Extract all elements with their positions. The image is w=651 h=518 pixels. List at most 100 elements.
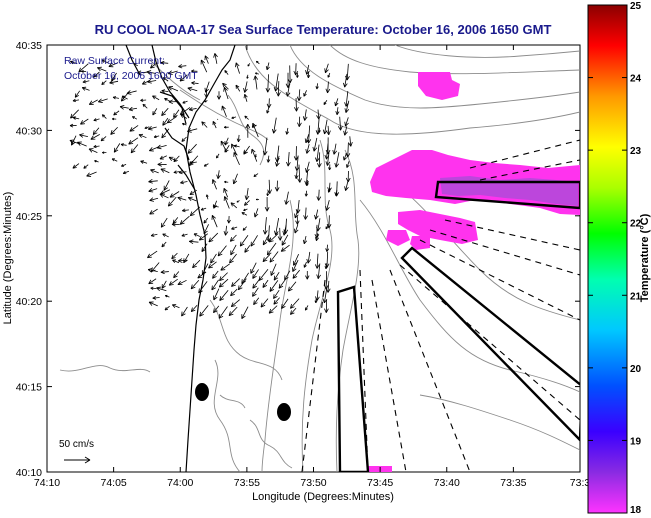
current-vector-head [230, 302, 234, 307]
current-vector-head [316, 196, 319, 201]
current-vector [222, 83, 229, 90]
current-vector [173, 109, 180, 118]
x-tick-label: 74:05 [100, 477, 126, 489]
current-vector [336, 107, 339, 115]
current-vector-head [70, 61, 74, 65]
current-vector-head [316, 237, 320, 241]
current-vector-head [253, 302, 258, 305]
current-vector-head [75, 95, 79, 98]
current-vector-head [148, 301, 153, 306]
current-vector [98, 98, 108, 103]
current-vector-head [168, 99, 173, 103]
current-vector-head [231, 143, 236, 147]
current-vector-head [305, 215, 308, 220]
current-vector-head [244, 203, 248, 206]
current-vector-head [323, 102, 327, 105]
current-vector-head [336, 111, 340, 115]
current-vector-head [294, 229, 299, 234]
current-vector [323, 288, 328, 303]
current-vector-head [244, 195, 247, 200]
current-vector-head [267, 88, 271, 93]
current-vector [89, 99, 98, 105]
current-vector-head [306, 258, 309, 264]
current-vector-head [292, 276, 298, 279]
current-vector-head [221, 105, 226, 110]
current-vector [110, 126, 118, 135]
current-vector [288, 281, 297, 292]
current-vector-head [69, 123, 74, 127]
current-vector-head [306, 74, 309, 78]
current-vector-head [236, 138, 239, 143]
current-vector-head [93, 120, 97, 122]
current-vector-head [121, 98, 126, 102]
current-vector-head [146, 70, 152, 73]
current-vector-head [281, 306, 286, 309]
current-vector [325, 263, 328, 269]
current-vector-head [262, 285, 268, 288]
current-vector-head [281, 250, 286, 252]
current-vector-head [167, 201, 170, 207]
current-vector-head [147, 81, 152, 84]
current-vector-head [223, 87, 225, 92]
current-vector [273, 297, 280, 305]
current-vector-head [173, 114, 178, 118]
current-vector-head [180, 180, 184, 184]
current-vector [142, 103, 148, 109]
current-vector [201, 243, 208, 252]
current-vector-head [161, 224, 166, 228]
current-vector [204, 55, 209, 64]
current-vector-head [304, 116, 308, 121]
current-vector [294, 208, 299, 219]
current-vector-head [77, 142, 81, 146]
current-vector-head [203, 219, 205, 224]
current-vector-head [231, 282, 234, 287]
x-tick-label: 73:35 [500, 477, 526, 489]
current-vector-head [120, 144, 124, 147]
current-vector-head [255, 72, 257, 75]
current-vector-head [244, 249, 249, 253]
current-vector [276, 145, 280, 162]
current-vector-head [93, 75, 98, 78]
current-vector [160, 217, 168, 228]
current-vector-head [212, 205, 216, 209]
current-vector-head [111, 158, 115, 162]
current-vector-head [160, 190, 164, 195]
current-vector-head [162, 233, 166, 237]
current-vector [229, 253, 237, 264]
current-vector-head [314, 236, 317, 241]
current-vector [315, 209, 319, 220]
current-vector [293, 253, 300, 266]
current-vector-head [296, 96, 300, 101]
current-vector-head [302, 239, 305, 244]
current-vector-head [326, 206, 330, 211]
current-vector-head [326, 130, 330, 135]
current-vector-head [266, 250, 269, 256]
current-vector [273, 117, 277, 134]
current-vector-head [268, 237, 272, 243]
current-vector-head [82, 79, 86, 83]
current-vector-head [205, 88, 209, 93]
current-vector-head [297, 75, 299, 78]
current-vector-head [344, 102, 347, 107]
current-vector-head [316, 296, 320, 301]
current-vector [260, 298, 269, 308]
current-vector [262, 279, 269, 288]
current-vector [172, 217, 179, 224]
current-vector-head [229, 260, 234, 264]
current-vector-head [203, 230, 208, 235]
current-vector [150, 62, 158, 69]
current-vector [303, 235, 307, 244]
current-vector-head [260, 302, 263, 308]
current-vector-head [285, 83, 289, 88]
current-vector-head [191, 82, 195, 86]
current-vector [73, 117, 80, 120]
current-vector-head [147, 79, 152, 83]
current-vector-head [79, 134, 84, 138]
current-vector-head [220, 140, 226, 145]
current-vector-head [140, 100, 144, 102]
current-vector-head [252, 291, 254, 297]
current-vector [163, 77, 169, 82]
colorbar [587, 4, 628, 514]
current-vector [223, 87, 229, 100]
current-vector-head [182, 208, 186, 212]
